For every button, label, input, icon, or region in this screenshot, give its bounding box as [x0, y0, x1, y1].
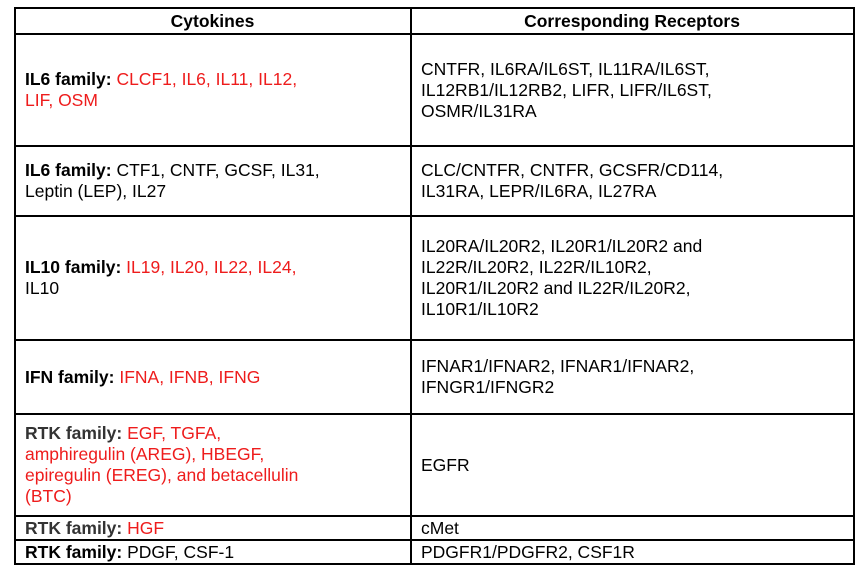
table-row: IFN family: IFNA, IFNB, IFNG IFNAR1/IFNA… — [14, 339, 855, 415]
cytokine-members: IL10 — [25, 278, 60, 298]
receptor-cell: PDGFR1/PDGFR2, CSF1R — [410, 539, 855, 565]
family-label: IFN family: — [25, 366, 115, 387]
cytokine-receptor-table: Cytokines Corresponding Receptors IL6 fa… — [14, 7, 855, 565]
receptor-cell: CLC/CNTFR, CNTFR, GCSFR/CD114, IL31RA, LE… — [410, 145, 855, 217]
family-label: RTK family: — [25, 423, 123, 443]
cytokine-members: EGF, TGFA, — [127, 423, 222, 443]
receptor-cell: IFNAR1/IFNAR2, IFNAR1/IFNAR2, IFNGR1/IFNG… — [410, 339, 855, 415]
family-label: IL6 family: — [25, 160, 112, 180]
receptor-text: IL31RA, LEPR/IL6RA, IL27RA — [421, 181, 657, 201]
receptor-text: IL20R1/IL20R2 and IL22R/IL20R2, — [421, 278, 691, 298]
receptor-cell: IL20RA/IL20R2, IL20R1/IL20R2 and IL22R/IL… — [410, 215, 855, 341]
receptor-text: IFNAR1/IFNAR2, IFNAR1/IFNAR2, — [421, 356, 695, 376]
cytokine-cell: IL6 family: CTF1, CNTF, GCSF, IL31, Lepti… — [14, 145, 412, 217]
cytokine-members: IL19, IL20, IL22, IL24, — [126, 257, 297, 277]
receptor-text: CLC/CNTFR, CNTFR, GCSFR/CD114, — [421, 160, 724, 180]
family-label: RTK family: — [25, 541, 123, 562]
table-row: RTK family: HGF cMet — [14, 515, 855, 541]
family-label: RTK family: — [25, 517, 123, 538]
table-row: RTK family: EGF, TGFA, amphiregulin (AREG… — [14, 413, 855, 517]
cytokine-cell: IL6 family: CLCF1, IL6, IL11, IL12, LIF, … — [14, 33, 412, 147]
cytokine-cell: RTK family: PDGF, CSF-1 — [14, 539, 412, 565]
receptor-text: IL22R/IL20R2, IL22R/IL10R2, — [421, 257, 652, 277]
cytokine-cell: IL10 family: IL19, IL20, IL22, IL24, IL10 — [14, 215, 412, 341]
cytokine-members: CLCF1, IL6, IL11, IL12, — [116, 69, 298, 89]
cytokine-members: LIF, OSM — [25, 90, 98, 110]
cytokine-cell: RTK family: EGF, TGFA, amphiregulin (AREG… — [14, 413, 412, 517]
receptor-text: IL20RA/IL20R2, IL20R1/IL20R2 and — [421, 236, 703, 256]
family-label: IL6 family: — [25, 69, 112, 89]
header-row: Cytokines Corresponding Receptors — [14, 7, 855, 35]
cytokine-members: PDGF, CSF-1 — [127, 541, 235, 562]
receptor-text: IL12RB1/IL12RB2, LIFR, LIFR/IL6ST, — [421, 79, 712, 100]
table-row: RTK family: PDGF, CSF-1 PDGFR1/PDGFR2, C… — [14, 539, 855, 565]
cytokine-members: epiregulin (EREG), and betacellulin — [25, 465, 299, 485]
cytokine-cell: RTK family: HGF — [14, 515, 412, 541]
receptor-text: IL10R1/IL10R2 — [421, 299, 539, 319]
table-body: IL6 family: CLCF1, IL6, IL11, IL12, LIF, … — [14, 33, 855, 565]
cytokine-members: CTF1, CNTF, GCSF, IL31, — [116, 160, 320, 180]
cytokine-cell: IFN family: IFNA, IFNB, IFNG — [14, 339, 412, 415]
receptor-text: IFNGR1/IFNGR2 — [421, 377, 555, 397]
receptor-cell: CNTFR, IL6RA/IL6ST, IL11RA/IL6ST, IL12RB1… — [410, 33, 855, 147]
receptor-cell: cMet — [410, 515, 855, 541]
cytokine-members: Leptin (LEP), IL27 — [25, 181, 167, 201]
cytokine-members: (BTC) — [25, 486, 72, 506]
table-row: IL10 family: IL19, IL20, IL22, IL24, IL10… — [14, 215, 855, 341]
header-receptors: Corresponding Receptors — [410, 7, 855, 35]
cytokine-members: amphiregulin (AREG), HBEGF, — [25, 444, 265, 464]
table-row: IL6 family: CTF1, CNTF, GCSF, IL31, Lepti… — [14, 145, 855, 217]
receptor-text: cMet — [421, 517, 459, 538]
receptor-text: CNTFR, IL6RA/IL6ST, IL11RA/IL6ST, — [421, 58, 710, 79]
receptor-text: OSMR/IL31RA — [421, 100, 537, 121]
family-label: IL10 family: — [25, 257, 122, 277]
table-row: IL6 family: CLCF1, IL6, IL11, IL12, LIF, … — [14, 33, 855, 147]
cytokine-members: HGF — [127, 517, 165, 538]
header-cytokines: Cytokines — [14, 7, 412, 35]
receptor-text: EGFR — [421, 454, 470, 475]
cytokine-members: IFNA, IFNB, IFNG — [119, 366, 261, 387]
receptor-cell: EGFR — [410, 413, 855, 517]
receptor-text: PDGFR1/PDGFR2, CSF1R — [421, 541, 635, 562]
